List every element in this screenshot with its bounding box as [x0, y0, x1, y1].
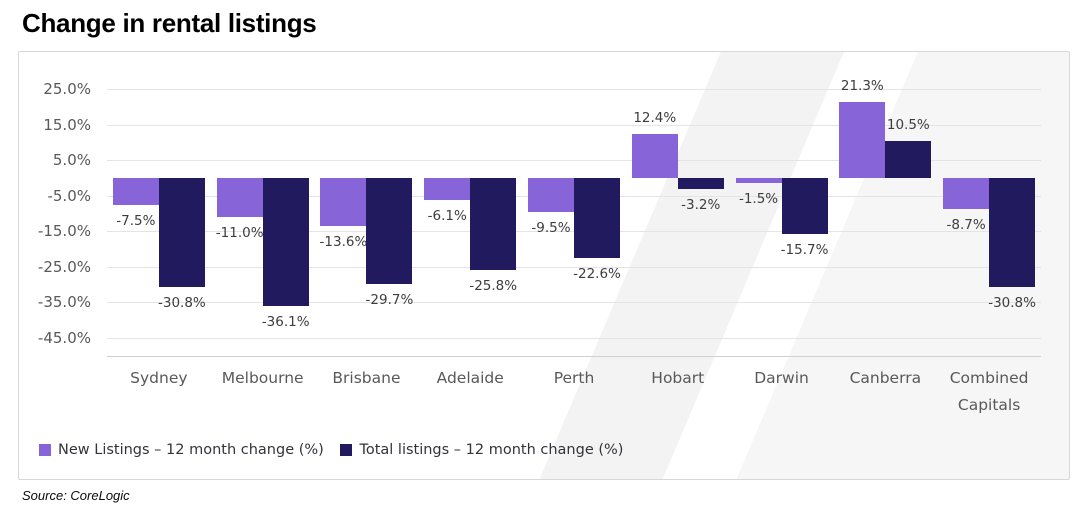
- x-axis-line: [107, 355, 1041, 357]
- bar-value-label: -25.8%: [469, 277, 518, 294]
- y-axis-tick-label: -25.0%: [37, 257, 91, 276]
- bar-value-label: -30.8%: [157, 295, 206, 312]
- bar-value-label: -1.5%: [738, 191, 779, 208]
- source-note: Source: CoreLogic: [22, 488, 130, 503]
- bar-value-label: -36.1%: [261, 314, 310, 331]
- y-axis-tick-label: 5.0%: [52, 151, 91, 170]
- x-axis-label: Adelaide: [436, 369, 504, 387]
- legend-swatch-total-listings: [340, 444, 353, 456]
- bar-value-label: -7.5%: [116, 212, 156, 229]
- x-axis-label: Darwin: [754, 369, 809, 387]
- gridline: [107, 89, 1041, 90]
- x-axis-label: Combined Capitals: [949, 369, 1029, 414]
- y-axis-tick-label: -35.0%: [37, 293, 91, 312]
- chart-card: 25.0% 15.0% 5.0% -5.0% -15.0% -25.0% -35.0% -45…: [18, 51, 1070, 480]
- y-axis-tick-label: 15.0%: [43, 115, 91, 134]
- legend-swatch-new-listings: [39, 444, 51, 456]
- x-axis-label: Melbourne: [221, 369, 304, 387]
- bar-total-listings: [885, 140, 932, 178]
- bar-value-label: -22.6%: [573, 266, 621, 283]
- bar-new-listings: [631, 133, 678, 178]
- gridline: [107, 337, 1041, 339]
- bar-total-listings: [262, 177, 309, 307]
- bar-value-label: 21.3%: [840, 78, 884, 95]
- legend-label-total-listings: Total listings – 12 month change (%): [359, 442, 624, 458]
- bar-total-listings: [470, 177, 517, 270]
- bar-new-listings: [839, 102, 886, 178]
- legend-item-total-listings: Total listings – 12 month change (%): [340, 442, 623, 458]
- bar-value-label: -29.7%: [365, 291, 414, 308]
- bar-total-listings: [781, 177, 828, 234]
- bar-total-listings: [366, 177, 413, 284]
- x-axis-label: Perth: [553, 369, 595, 387]
- bar-value-label: -8.7%: [946, 216, 986, 233]
- legend-item-new-listings: New Listings – 12 month change (%): [39, 442, 324, 458]
- bar-total-listings: [574, 177, 620, 259]
- gridline: [107, 124, 1041, 126]
- gridline: [107, 302, 1041, 304]
- gridline: [107, 160, 1041, 162]
- chart-legend: New Listings – 12 month change (%) Total…: [39, 442, 623, 460]
- bar-new-listings: [112, 177, 159, 205]
- x-axis-label: Canberra: [849, 369, 922, 387]
- bar-value-label: -15.7%: [780, 241, 829, 258]
- y-axis-tick-label: -5.0%: [47, 186, 91, 205]
- x-axis-label: Sydney: [130, 369, 188, 387]
- y-axis-tick-label: -15.0%: [37, 222, 91, 241]
- bar-value-label: -6.1%: [427, 207, 467, 224]
- y-axis-tick-label: 25.0%: [43, 80, 91, 98]
- bar-value-label: -9.5%: [531, 219, 571, 236]
- bar-value-label: -13.6%: [319, 234, 368, 251]
- bar-new-listings: [216, 177, 263, 218]
- legend-label-new-listings: New Listings – 12 month change (%): [58, 442, 324, 458]
- bar-value-label: -11.0%: [215, 225, 264, 242]
- bar-value-label: -30.8%: [988, 295, 1036, 312]
- plot-area: 25.0% 15.0% 5.0% -5.0% -15.0% -25.0% -35.0% -45…: [19, 52, 1069, 479]
- y-axis-tick-label: -45.0%: [37, 328, 91, 347]
- bar-new-listings: [735, 177, 782, 184]
- bar-total-listings: [989, 177, 1036, 288]
- bar-new-listings: [320, 177, 367, 227]
- bar-value-label: 10.5%: [886, 116, 930, 133]
- bar-total-listings: [158, 177, 205, 288]
- bar-new-listings: [943, 177, 990, 209]
- x-axis-label: Hobart: [651, 369, 705, 387]
- bar-value-label: 12.4%: [633, 109, 677, 126]
- x-axis-label: Brisbane: [332, 369, 401, 387]
- bar-value-label: -3.2%: [681, 197, 721, 214]
- bar-new-listings: [528, 177, 574, 212]
- bar-total-listings: [677, 177, 724, 190]
- gridline: [107, 266, 1041, 268]
- page-title: Change in rental listings: [22, 8, 317, 38]
- bar-new-listings: [424, 177, 471, 200]
